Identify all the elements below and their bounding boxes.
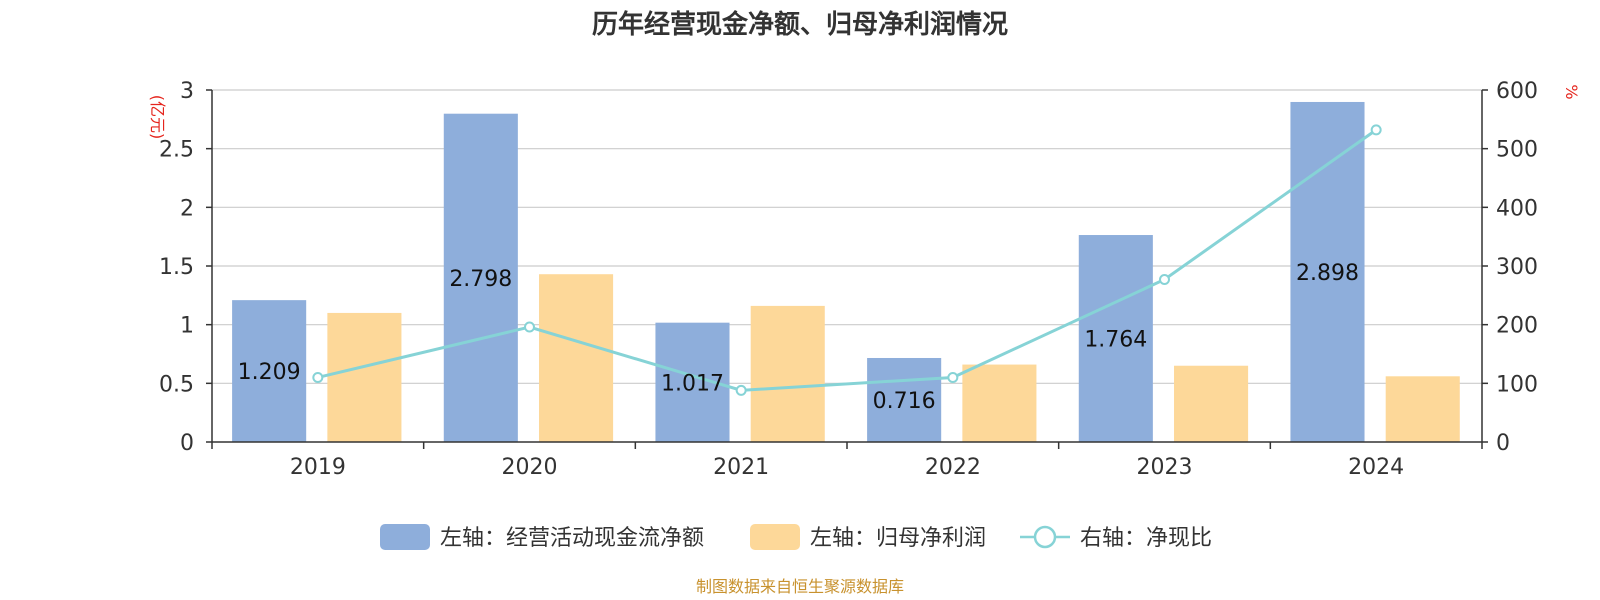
line-point bbox=[735, 384, 747, 396]
bar-value-label: 1.764 bbox=[1084, 328, 1147, 353]
left-tick-label: 2 bbox=[180, 196, 194, 221]
x-tick-label: 2022 bbox=[925, 455, 981, 480]
line-point bbox=[1370, 124, 1382, 136]
bar-value-label: 2.798 bbox=[449, 267, 512, 292]
bar-operating-cash-flow bbox=[443, 113, 518, 443]
gridlines bbox=[212, 89, 1482, 384]
chart-title: 历年经营现金净额、归母净利润情况 bbox=[592, 9, 1008, 40]
line-net-cash-ratio bbox=[317, 128, 1378, 392]
bar-net-profit bbox=[327, 312, 402, 442]
legend-swatch-net-profit bbox=[750, 524, 800, 550]
bar-value-label: 1.209 bbox=[238, 360, 301, 385]
x-tick-label: 2020 bbox=[502, 455, 558, 480]
bar-net-profit bbox=[1385, 376, 1460, 442]
bar-net-profit bbox=[1174, 365, 1249, 442]
x-tick-label: 2021 bbox=[713, 455, 769, 480]
bar-value-label: 1.017 bbox=[661, 371, 724, 396]
line-point bbox=[312, 371, 324, 383]
legend: 左轴：经营活动现金流净额 左轴：归母净利润 右轴：净现比 bbox=[380, 524, 1212, 551]
left-axis-unit: (亿元) bbox=[148, 95, 167, 140]
bars bbox=[232, 101, 1460, 443]
legend-swatch-cash-flow bbox=[380, 524, 430, 550]
bar-net-profit bbox=[750, 305, 825, 442]
bar-net-profit bbox=[962, 364, 1037, 442]
left-tick-label: 0.5 bbox=[159, 372, 194, 397]
right-axis-unit: % bbox=[1562, 84, 1581, 99]
left-tick-label: 2.5 bbox=[159, 138, 194, 163]
right-tick-label: 300 bbox=[1496, 255, 1538, 280]
bar-net-profit bbox=[539, 274, 614, 442]
x-tick-label: 2023 bbox=[1137, 455, 1193, 480]
line-point bbox=[947, 371, 959, 383]
right-tick-label: 500 bbox=[1496, 138, 1538, 163]
legend-label-ratio: 右轴：净现比 bbox=[1080, 526, 1212, 551]
left-tick-label: 1 bbox=[180, 314, 194, 339]
data-labels: 1.209 2.798 1.017 0.716 1.764 2.898 bbox=[238, 261, 1359, 414]
right-tick-label: 200 bbox=[1496, 314, 1538, 339]
left-tick-label: 0 bbox=[180, 431, 194, 456]
bar-value-label: 2.898 bbox=[1296, 261, 1359, 286]
bar-operating-cash-flow bbox=[867, 357, 942, 442]
x-tick-label: 2024 bbox=[1348, 455, 1404, 480]
right-tick-label: 0 bbox=[1496, 431, 1510, 456]
line-point bbox=[524, 321, 535, 333]
right-tick-label: 400 bbox=[1496, 196, 1538, 221]
left-tick-label: 3 bbox=[180, 79, 194, 104]
line-point bbox=[1159, 273, 1170, 285]
axes: 0 0 0.5 100 1 200 1.5 300 2 400 2.5 500 3 600 2019 2020… bbox=[159, 79, 1538, 480]
right-tick-label: 600 bbox=[1496, 79, 1538, 104]
bar-operating-cash-flow bbox=[1290, 101, 1365, 442]
right-tick-label: 100 bbox=[1496, 372, 1538, 397]
bar-value-label: 0.716 bbox=[873, 389, 936, 414]
left-tick-label: 1.5 bbox=[159, 255, 194, 280]
legend-label-cash-flow: 左轴：经营活动现金流净额 bbox=[440, 526, 704, 551]
bar-operating-cash-flow bbox=[232, 300, 307, 442]
legend-marker-ratio bbox=[1033, 525, 1057, 549]
source-note: 制图数据来自恒生聚源数据库 bbox=[696, 577, 904, 596]
x-tick-label: 2019 bbox=[290, 455, 346, 480]
legend-label-net-profit: 左轴：归母净利润 bbox=[810, 526, 986, 551]
bar-operating-cash-flow bbox=[1078, 235, 1153, 442]
line-series bbox=[312, 124, 1382, 396]
